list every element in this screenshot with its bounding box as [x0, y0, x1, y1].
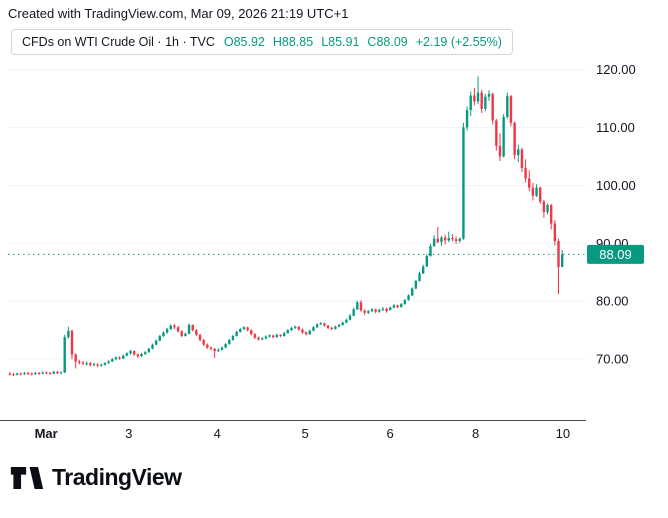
svg-text:70.00: 70.00: [596, 352, 629, 367]
tradingview-wordmark: TradingView: [52, 464, 182, 490]
open-value: O85.92: [223, 35, 265, 49]
svg-text:8: 8: [472, 426, 479, 441]
symbol-title: CFDs on WTI Crude Oil · 1h · TVC: [22, 35, 215, 49]
tradingview-logo: TradingView: [10, 464, 182, 491]
svg-text:Mar: Mar: [35, 426, 58, 441]
change-value: +2.19 (+2.55%): [415, 35, 502, 49]
svg-text:5: 5: [301, 426, 308, 441]
ohlc-values: O85.92 H88.85 L85.91 C88.09 +2.19 (+2.55…: [224, 35, 502, 49]
low-value: L85.91: [321, 35, 360, 49]
tradingview-logo-icon: [10, 466, 44, 489]
svg-text:6: 6: [386, 426, 393, 441]
attribution-text: Created with TradingView.com, Mar 09, 20…: [8, 6, 349, 21]
svg-text:100.00: 100.00: [596, 178, 636, 193]
svg-text:120.00: 120.00: [596, 62, 636, 77]
svg-text:88.09: 88.09: [599, 247, 632, 262]
svg-text:110.00: 110.00: [596, 120, 635, 135]
chart-legend: CFDs on WTI Crude Oil · 1h · TVC O85.92 …: [11, 29, 513, 55]
candlestick-chart: 120.00110.00100.0090.0080.0070.0088.09Ma…: [0, 62, 644, 441]
close-value: C88.09: [367, 35, 408, 49]
high-value: H88.85: [272, 35, 314, 49]
svg-text:3: 3: [125, 426, 132, 441]
svg-text:10: 10: [556, 426, 570, 441]
svg-text:80.00: 80.00: [596, 294, 629, 309]
svg-text:4: 4: [214, 426, 221, 441]
